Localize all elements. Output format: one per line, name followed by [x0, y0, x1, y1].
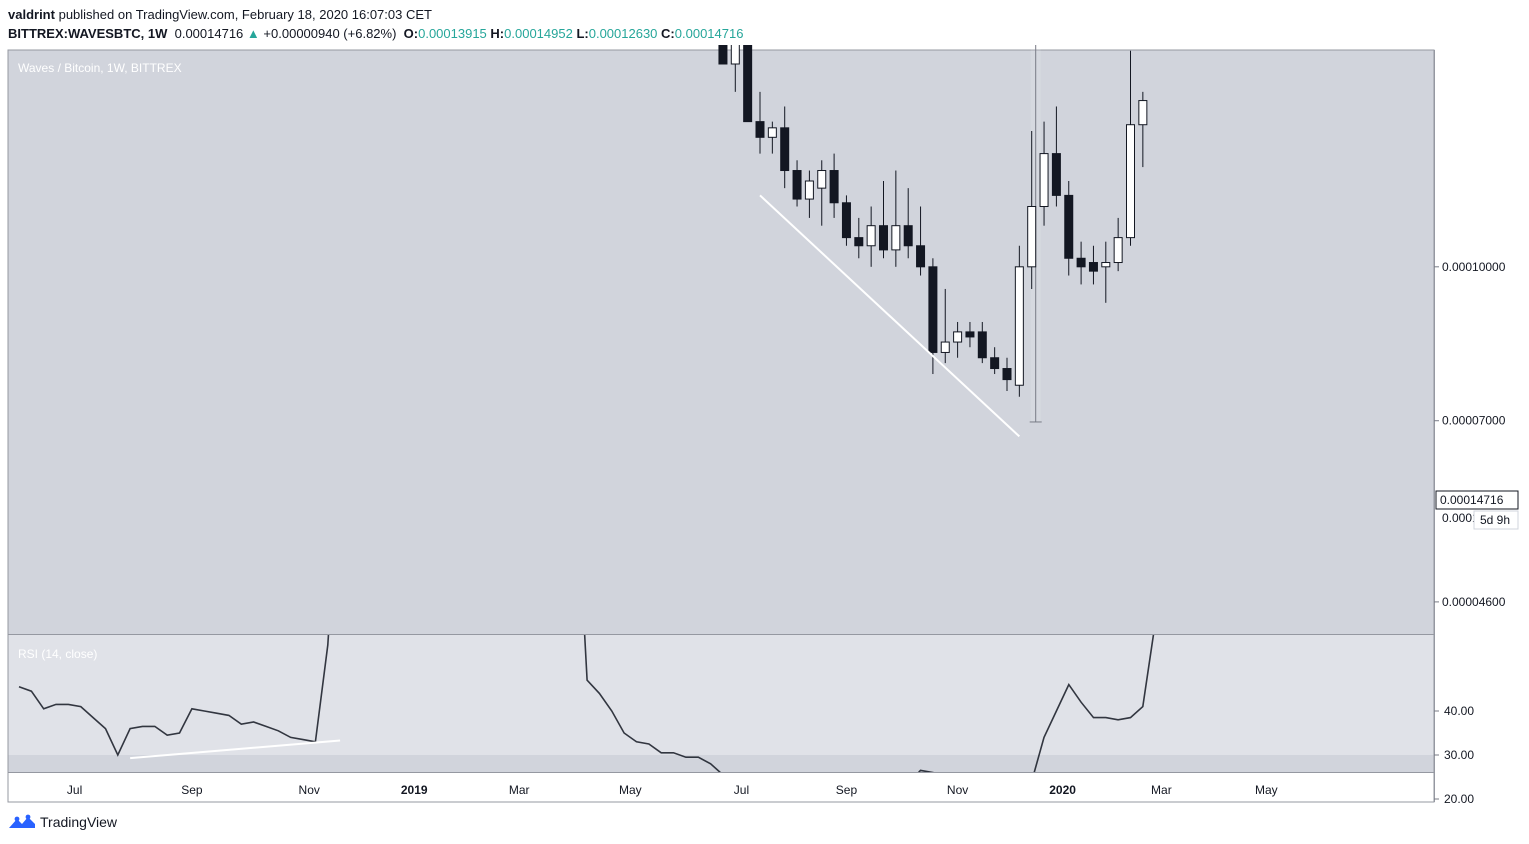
time-axis[interactable]: Jul Sep Nov 2019 Mar May Jul Sep Nov 2020 Mar May	[67, 783, 1278, 797]
time-tick-label: Nov	[299, 783, 320, 797]
rsi-tick-label: 30.00	[1444, 748, 1474, 762]
bear-candle	[1088, 262, 1098, 272]
bear-candle	[965, 331, 975, 338]
last-price-box	[1435, 490, 1519, 510]
bull-candle	[1101, 262, 1111, 268]
bull-candle	[1113, 237, 1123, 264]
rsi-tick-label: 20.00	[1444, 792, 1474, 806]
high-label: H:	[490, 26, 505, 41]
rsi-trendline	[722, 779, 1020, 789]
price-tick-label: 0.00004600	[1442, 595, 1506, 609]
bull-candle	[1027, 206, 1037, 268]
publish-info: valdrint published on TradingView.com, F…	[8, 7, 432, 22]
time-tick-label: 2019	[401, 783, 428, 797]
bull-candle	[1039, 153, 1049, 208]
open-value: 0.00013915	[418, 26, 487, 41]
bull-candle	[1014, 266, 1024, 386]
footer: TradingView	[8, 814, 117, 830]
time-tick-label: Jul	[734, 783, 749, 797]
partial-price-tick: 0.0001	[1442, 511, 1479, 525]
bull-candle	[767, 127, 777, 138]
bull-candle	[730, 45, 740, 65]
time-tick-label: Nov	[947, 783, 968, 797]
bear-candle	[990, 357, 1000, 370]
bear-candle	[755, 121, 765, 138]
price-axis[interactable]: 0.001500000.001200000.001000000.00080000…	[1434, 45, 1506, 609]
main-pane-background	[8, 50, 1434, 634]
bull-candle	[953, 331, 963, 343]
bear-candle	[1076, 257, 1086, 268]
bear-candle	[928, 266, 938, 353]
price-change: +0.00000940 (+6.82%)	[263, 26, 397, 41]
time-tick-label: Mar	[509, 783, 530, 797]
open-label: O:	[403, 26, 419, 41]
time-tick-label: Mar	[1151, 783, 1172, 797]
bear-candle	[916, 245, 926, 268]
chart-title: Waves / Bitcoin, 1W, BITTREX	[18, 61, 182, 75]
time-tick-label: May	[619, 783, 642, 797]
bull-candle	[891, 225, 901, 251]
bear-candle	[841, 202, 851, 239]
candlesticks	[718, 45, 1148, 397]
bear-candle	[780, 127, 790, 172]
bull-candle	[940, 341, 950, 353]
countdown-box	[1473, 510, 1519, 530]
bear-candle	[879, 225, 888, 251]
bull-candle	[866, 225, 876, 247]
bear-candle	[718, 45, 728, 65]
change-arrow-icon: ▲	[246, 26, 260, 41]
bull-candle	[817, 170, 827, 189]
bear-candle	[1051, 153, 1061, 196]
bear-candle	[1064, 194, 1074, 259]
bar-countdown: 5d 9h	[1480, 513, 1510, 527]
price-chart[interactable]: 0.00099113 (433.19%) 991130.00030245 (43…	[0, 45, 1529, 807]
time-tick-label: Jul	[67, 783, 82, 797]
rsi-band	[8, 635, 1434, 755]
last-price-label: 0.00014716	[1440, 493, 1504, 507]
bear-candle	[1002, 368, 1012, 381]
author-name[interactable]: valdrint	[8, 7, 55, 22]
bear-candle	[903, 225, 913, 247]
rsi-tick-label: 40.00	[1444, 704, 1474, 718]
bear-candle	[977, 331, 987, 359]
trendlines[interactable]	[130, 45, 1021, 438]
publish-text: published on TradingView.com, February 1…	[58, 7, 432, 22]
time-tick-label: May	[1255, 783, 1278, 797]
close-label: C:	[661, 26, 675, 41]
rsi-indicator	[18, 635, 1155, 789]
rsi-line	[18, 635, 1155, 772]
bear-candle	[829, 170, 839, 204]
high-value: 0.00014952	[504, 26, 573, 41]
rsi-trendline	[130, 739, 341, 760]
low-value: 0.00012630	[588, 26, 658, 41]
tradingview-logo-icon[interactable]	[8, 814, 36, 830]
symbol-header: BITTREX:WAVESBTC, 1W 0.00014716 ▲ +0.000…	[8, 26, 743, 41]
price-tick-label: 0.00010000	[1442, 260, 1506, 274]
bear-candle	[854, 237, 864, 247]
bull-candle	[1138, 100, 1148, 126]
price-trendline	[759, 194, 1021, 438]
price-tick-label: 0.00007000	[1442, 414, 1506, 428]
close-value: 0.00014716	[674, 26, 744, 41]
low-label: L:	[576, 26, 589, 41]
bear-candle	[792, 170, 802, 200]
symbol-label: BITTREX:WAVESBTC, 1W	[8, 26, 168, 41]
rsi-label: RSI (14, close)	[18, 647, 97, 661]
bull-candle	[804, 180, 814, 200]
bear-candle	[743, 45, 753, 123]
rsi-axis: 40.00 30.00 20.00	[1434, 704, 1474, 806]
footer-brand[interactable]: TradingView	[40, 814, 118, 830]
time-tick-label: 2020	[1049, 783, 1076, 797]
time-tick-label: Sep	[836, 783, 858, 797]
time-tick-label: Sep	[181, 783, 203, 797]
bull-candle	[1126, 124, 1135, 239]
last-price: 0.00014716	[174, 26, 244, 41]
